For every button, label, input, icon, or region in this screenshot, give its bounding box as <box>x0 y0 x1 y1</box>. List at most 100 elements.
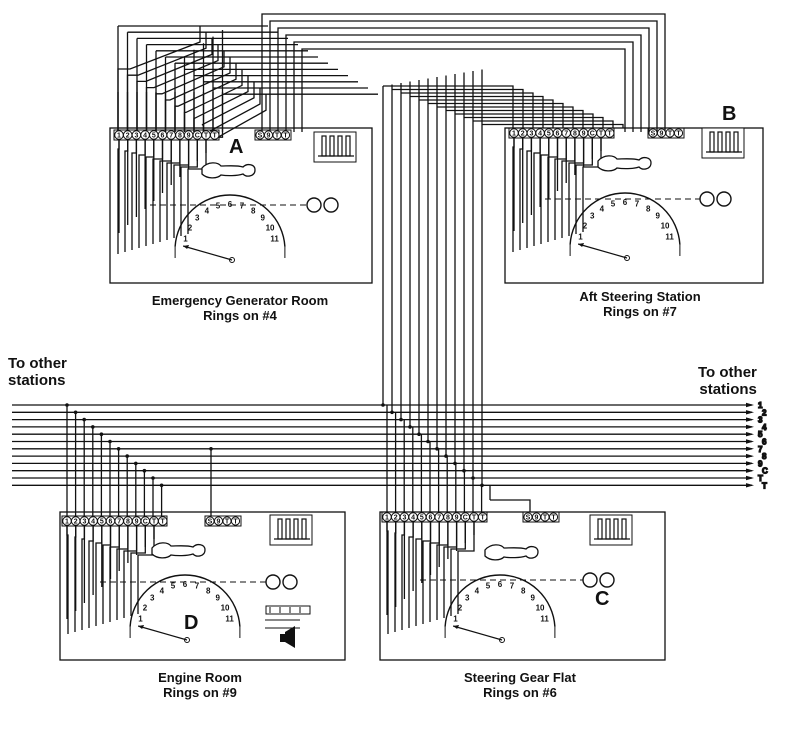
station-wire-route <box>554 138 567 240</box>
selector-dial-arc <box>569 192 681 245</box>
bus-line-label: 8 <box>762 452 767 461</box>
station-wire-route <box>124 140 129 252</box>
earphone-icon <box>323 197 339 213</box>
terminal-strip <box>508 127 615 139</box>
junction-dot <box>399 417 403 422</box>
terminal-label: 9 <box>187 133 191 140</box>
station-wire-route <box>457 522 475 614</box>
ringer-icon <box>269 514 313 546</box>
junction-dot <box>108 439 112 444</box>
wire-a-bundle <box>136 38 213 132</box>
bus-arrow <box>746 432 754 437</box>
dial-number: 7 <box>510 582 515 591</box>
terminal-label: T <box>275 133 280 140</box>
wire-a-bundle <box>201 81 255 132</box>
terminal-label: 2 <box>74 519 78 526</box>
station-a-rings: Rings on #4 <box>203 308 277 323</box>
terminal-label: 9 <box>455 515 459 522</box>
bus-line-label: 3 <box>758 416 763 425</box>
dial-number: 7 <box>635 200 640 209</box>
dial-pointer <box>452 625 503 641</box>
bus-arrow <box>746 446 754 451</box>
station-wire-route <box>429 522 440 622</box>
earphone-icon <box>582 572 598 588</box>
terminal-label: T <box>551 515 556 522</box>
terminal-label: 3 <box>529 131 533 138</box>
terminal-label: T <box>608 131 613 138</box>
dial-number: 4 <box>205 206 210 215</box>
junction-dot <box>134 461 138 466</box>
junction-dot <box>209 447 213 451</box>
station-b-name: Aft Steering Station <box>579 289 701 304</box>
station-wire-route <box>117 140 120 254</box>
station-a-name: Emergency Generator Room <box>151 293 329 308</box>
terminal-label: 6 <box>429 515 433 522</box>
dial-number: 5 <box>611 200 616 209</box>
wire-a-bundle <box>193 75 249 132</box>
station-wire-route <box>173 140 190 238</box>
dial-number: 3 <box>195 214 200 223</box>
dial-number: 11 <box>225 615 234 624</box>
terminal-label: 1 <box>385 515 389 522</box>
station-wire-route <box>138 140 146 248</box>
station-wire-route <box>519 138 524 250</box>
station-wire-route <box>95 526 103 626</box>
junction-dot <box>99 432 104 437</box>
station-wire-route <box>386 522 389 634</box>
station-wire-route <box>137 526 155 614</box>
dial-number: 1 <box>578 233 583 242</box>
ringer-icon <box>589 514 633 546</box>
terminal-label: 6 <box>556 131 560 138</box>
station-d-rings: Rings on #9 <box>163 685 237 700</box>
terminal-label: 7 <box>564 131 568 138</box>
terminal-strip <box>61 515 168 527</box>
terminal-label: C <box>463 515 468 522</box>
station-wire-route <box>130 526 146 616</box>
station-wire-route <box>166 140 181 240</box>
dial-pointer-head <box>183 245 190 249</box>
station-a-caption: Emergency Generator Room Rings on #4 <box>120 293 360 323</box>
junction-dot <box>82 417 86 422</box>
bus-arrow <box>746 468 754 473</box>
bus-arrow <box>746 410 754 415</box>
terminal-label: 1 <box>65 519 69 526</box>
wire-a-b-loop <box>301 48 626 132</box>
terminal-label: 5 <box>100 519 104 526</box>
handset-icon <box>597 155 652 172</box>
terminal-label: C <box>195 133 200 140</box>
terminal-label: 2 <box>126 133 130 140</box>
dial-pointer-head <box>578 243 585 247</box>
right-label-line-1: To other <box>698 364 757 381</box>
station-wire-route <box>109 526 120 622</box>
bus-line-label: 4 <box>762 423 767 432</box>
bus-line-label: 7 <box>758 445 763 454</box>
wire-a-b-loop <box>277 27 650 132</box>
station-c-rings: Rings on #6 <box>483 685 557 700</box>
station-enclosure <box>59 511 346 661</box>
junction-dot <box>435 447 439 451</box>
selector-dial-arc <box>174 194 286 247</box>
dial-number: 4 <box>600 204 605 213</box>
terminal-label: 7 <box>117 519 121 526</box>
selector-dial-arc <box>444 574 556 627</box>
bus-line-label: T <box>762 481 767 490</box>
dial-number: 6 <box>498 580 503 589</box>
junction-dot <box>417 432 421 437</box>
station-wire-route <box>408 522 414 628</box>
dial-number: 3 <box>150 594 155 603</box>
station-wire-route <box>145 140 155 246</box>
terminal <box>548 512 559 522</box>
station-d-caption: Engine Room Rings on #9 <box>120 670 280 700</box>
dial-number: 8 <box>646 204 651 213</box>
station-wire-route <box>123 526 138 618</box>
junction-dot <box>390 410 394 415</box>
station-wire-route <box>74 526 77 632</box>
terminal-label: 9 <box>535 515 539 522</box>
terminal-label: T <box>472 515 477 522</box>
bus-line-label: 9 <box>758 459 763 468</box>
terminal-label: T <box>204 133 209 140</box>
station-enclosure <box>504 127 764 284</box>
